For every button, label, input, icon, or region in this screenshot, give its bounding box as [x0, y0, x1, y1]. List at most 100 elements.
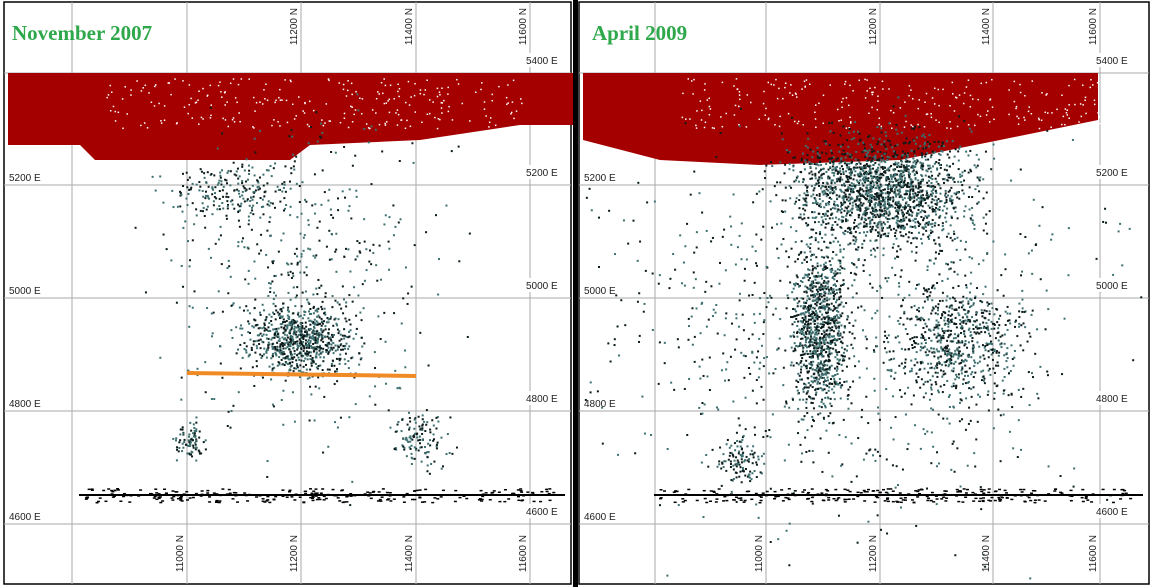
event-dot — [255, 324, 257, 326]
event-dot — [829, 369, 831, 371]
event-dot — [869, 135, 871, 137]
event-dot — [802, 181, 804, 183]
event-dot — [825, 262, 827, 264]
speck — [279, 125, 281, 127]
event-dot — [914, 192, 916, 194]
event-dot — [251, 349, 253, 351]
event-dot — [938, 224, 940, 226]
event-dot — [884, 201, 886, 203]
event-dot — [840, 206, 842, 208]
event-dot — [834, 317, 836, 319]
speck — [441, 87, 443, 89]
event-dot — [858, 173, 860, 175]
event-dot — [818, 316, 820, 318]
speck — [447, 87, 449, 89]
event-dot — [848, 163, 850, 165]
event-dot — [932, 219, 934, 221]
event-dot — [269, 287, 271, 289]
speck — [1090, 79, 1092, 81]
speck — [850, 121, 852, 123]
speck — [511, 112, 513, 114]
event-dot — [781, 132, 783, 134]
event-dot — [870, 195, 872, 197]
event-dot — [302, 181, 304, 183]
event-dot — [838, 326, 840, 328]
event-dot — [407, 303, 409, 305]
event-dot — [259, 354, 261, 356]
event-dot — [945, 190, 947, 192]
event-dot — [915, 227, 917, 229]
event-dot — [945, 221, 947, 223]
event-dot — [363, 128, 365, 130]
event-dot — [254, 299, 256, 301]
well-event — [489, 499, 492, 501]
well-event — [459, 497, 462, 499]
event-dot — [946, 208, 948, 210]
speck — [267, 100, 269, 102]
event-dot — [281, 399, 283, 401]
event-dot — [905, 115, 907, 117]
event-dot — [274, 352, 276, 354]
event-dot — [350, 357, 352, 359]
event-dot — [270, 357, 272, 359]
speck — [1016, 116, 1018, 118]
event-dot — [826, 392, 828, 394]
event-dot — [871, 151, 873, 153]
event-dot — [334, 300, 336, 302]
event-dot — [931, 190, 933, 192]
event-dot — [270, 165, 272, 167]
event-dot — [924, 142, 926, 144]
event-dot — [873, 222, 875, 224]
speck — [931, 117, 933, 119]
event-dot — [821, 399, 823, 401]
event-dot — [823, 140, 825, 142]
event-dot — [871, 186, 873, 188]
event-dot — [822, 200, 824, 202]
speck — [795, 94, 797, 96]
well-event — [517, 500, 520, 502]
speck — [736, 78, 738, 80]
speck — [1018, 118, 1020, 120]
event-dot — [262, 304, 264, 306]
event-dot — [243, 342, 245, 344]
event-dot — [295, 368, 297, 370]
event-dot — [794, 203, 796, 205]
event-dot — [827, 323, 829, 325]
event-dot — [272, 404, 274, 406]
event-dot — [916, 246, 918, 248]
event-dot — [863, 165, 865, 167]
event-dot — [823, 383, 825, 385]
event-dot — [266, 182, 268, 184]
event-dot — [894, 188, 896, 190]
event-dot — [806, 261, 808, 263]
speck — [1067, 114, 1069, 116]
event-dot — [248, 165, 250, 167]
event-dot — [325, 351, 327, 353]
event-dot — [830, 292, 832, 294]
speck — [775, 79, 777, 81]
event-dot — [823, 257, 825, 259]
well-event — [520, 490, 523, 492]
event-dot — [877, 235, 879, 237]
well-event — [234, 495, 237, 497]
event-dot — [318, 387, 320, 389]
event-dot — [824, 276, 826, 278]
event-dot — [863, 231, 865, 233]
event-dot — [312, 357, 314, 359]
event-dot — [887, 221, 889, 223]
speck — [1078, 121, 1080, 123]
event-dot — [843, 352, 845, 354]
event-dot — [288, 135, 290, 137]
event-dot — [811, 177, 813, 179]
event-dot — [858, 191, 860, 193]
event-dot — [830, 198, 832, 200]
speck — [696, 110, 698, 112]
event-dot — [841, 336, 843, 338]
event-dot — [947, 154, 949, 156]
well-event — [192, 497, 195, 499]
event-dot — [851, 170, 853, 172]
well-event — [321, 488, 324, 490]
event-dot — [345, 343, 347, 345]
event-dot — [913, 169, 915, 171]
event-dot — [343, 338, 345, 340]
